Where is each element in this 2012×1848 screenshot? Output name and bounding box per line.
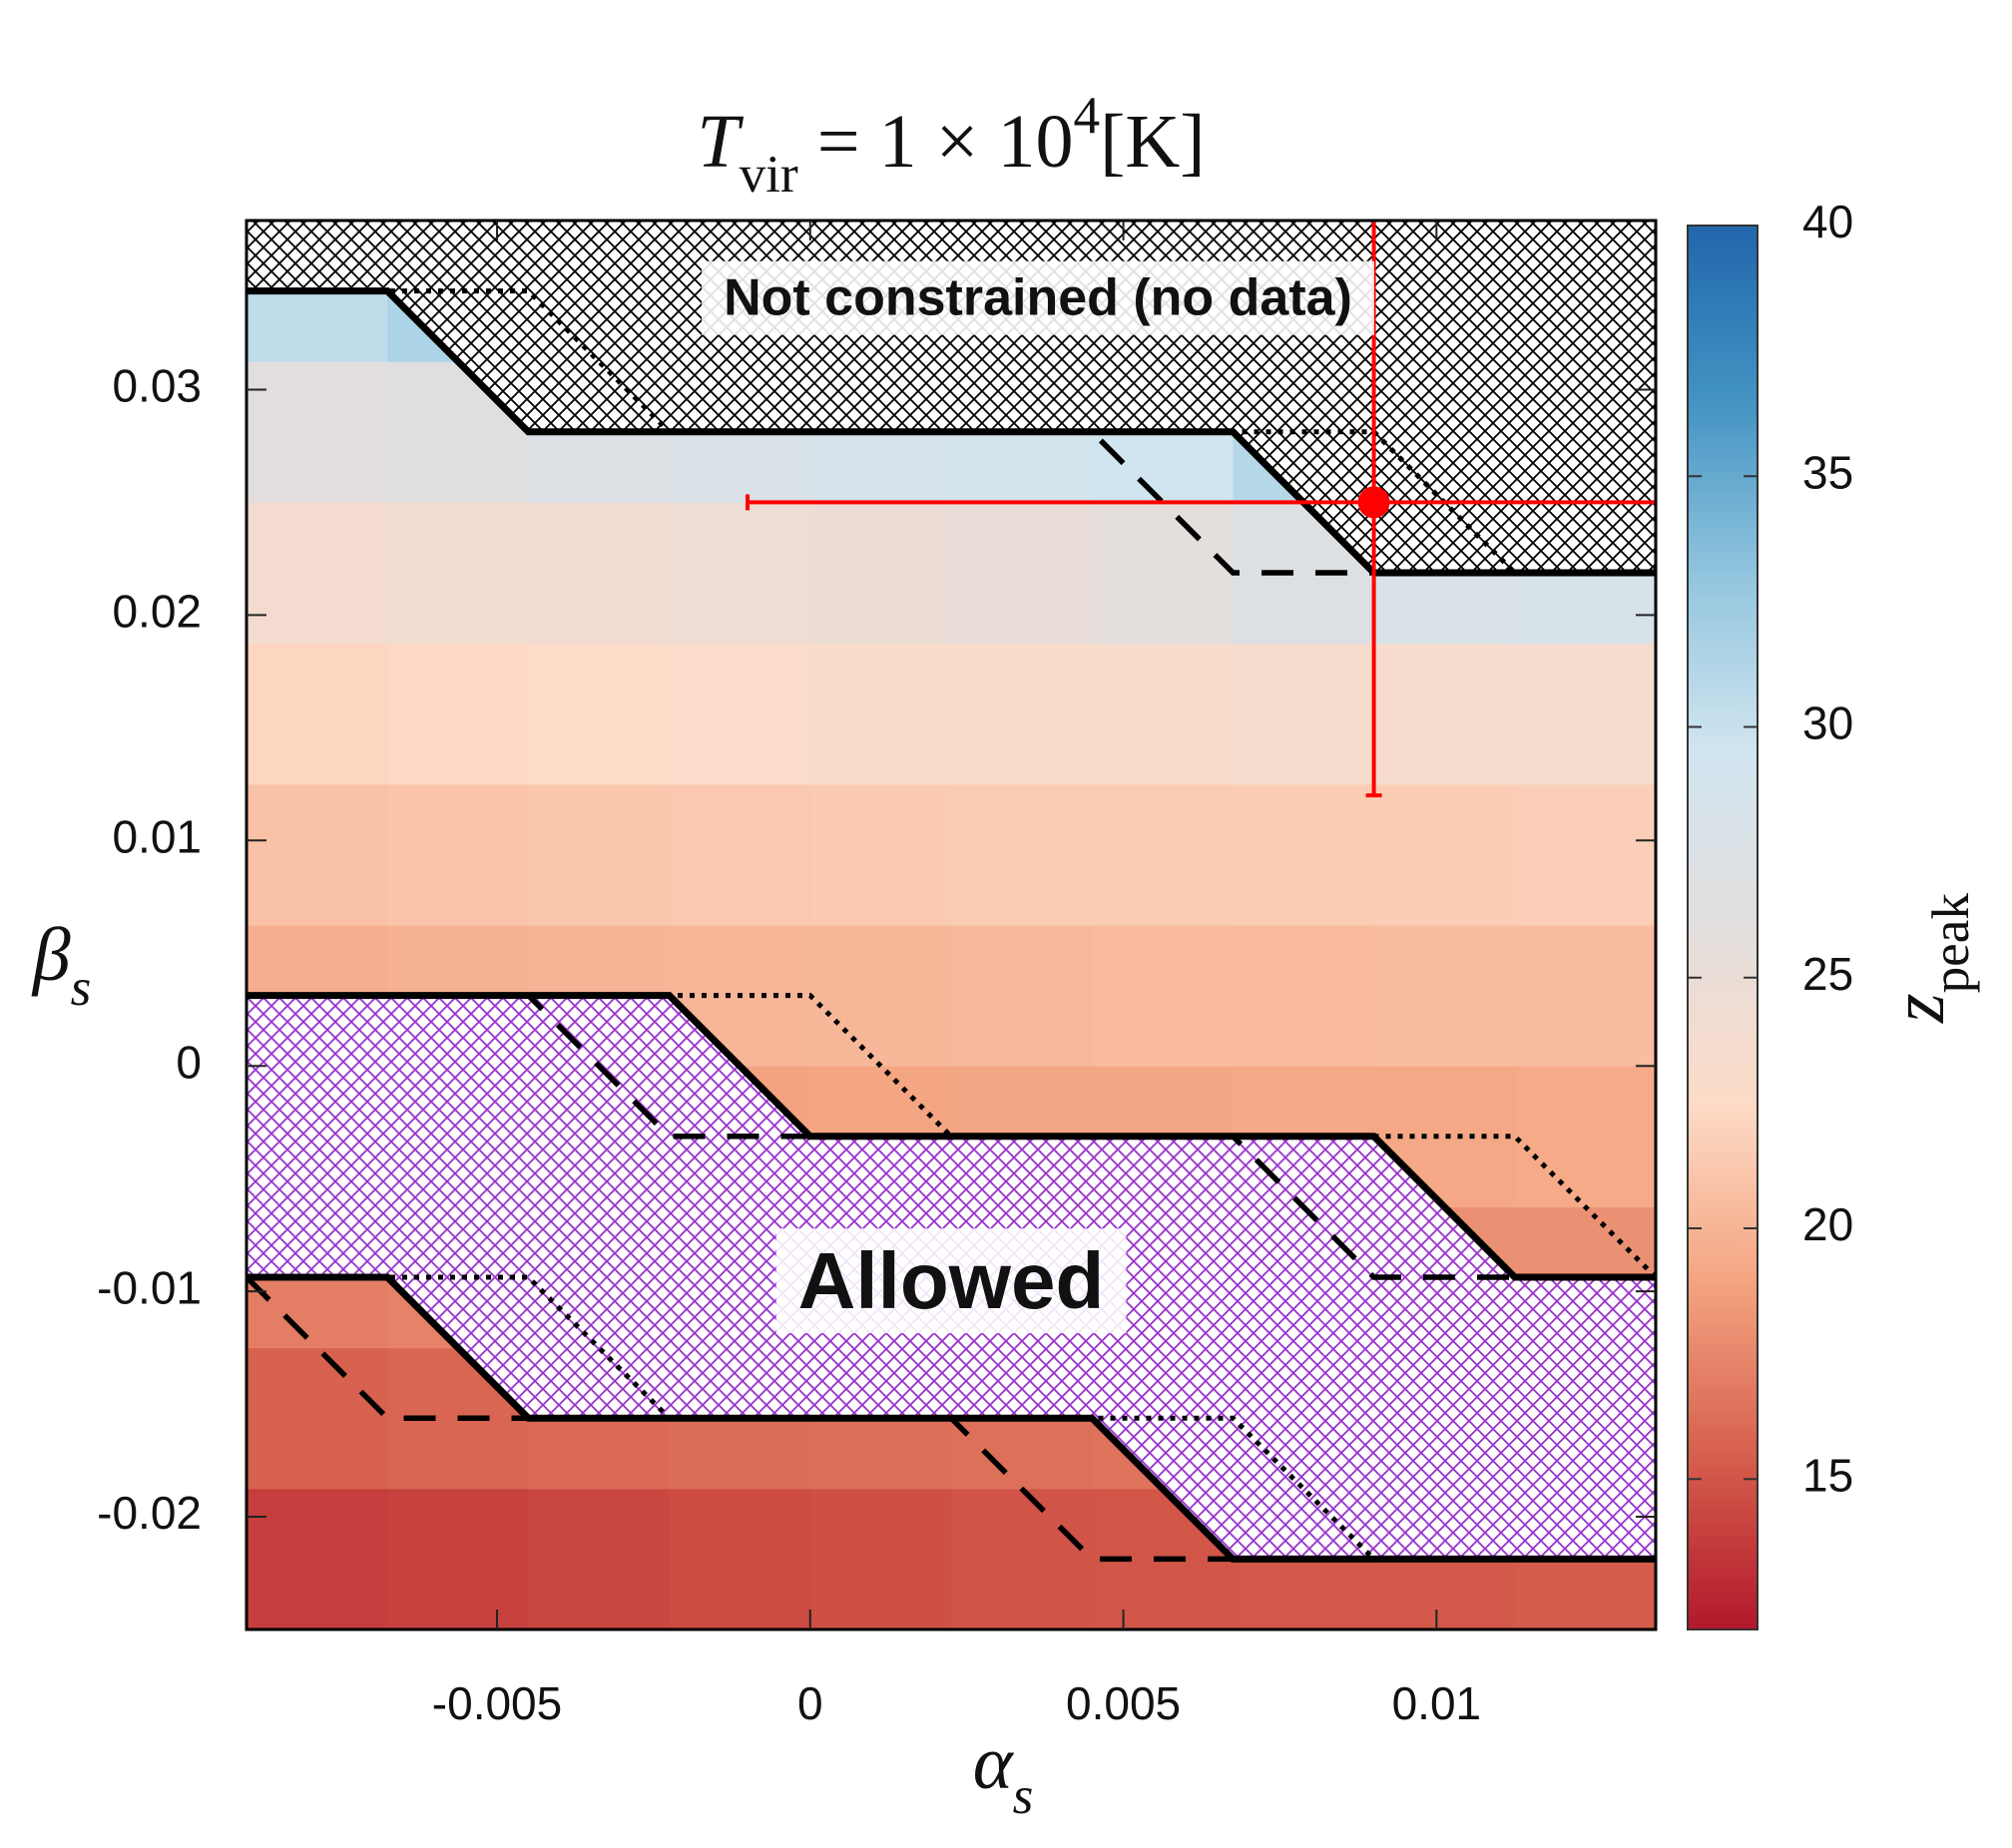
x-tick-label: 0	[797, 1677, 823, 1729]
heatmap-cell	[1514, 1066, 1656, 1207]
heatmap-cell	[1514, 783, 1656, 926]
heatmap-cell	[809, 502, 952, 645]
y-tick-label: 0.01	[112, 810, 202, 862]
annotation-box	[775, 1228, 1127, 1334]
label-part: β	[31, 913, 71, 997]
heatmap-cell	[951, 502, 1093, 645]
heatmap-cell	[809, 643, 952, 785]
x-tick-label: 0.005	[1066, 1677, 1181, 1729]
colorbar-tick-label: 35	[1802, 446, 1853, 498]
heatmap-cell	[951, 925, 1093, 1067]
heatmap-cell	[1092, 502, 1234, 645]
heatmap-cell	[1373, 783, 1516, 926]
heatmap-cell	[669, 783, 811, 926]
y-tick-label: 0	[176, 1036, 202, 1088]
heatmap-cell	[387, 502, 529, 645]
label-part: s	[71, 958, 92, 1017]
annotation-text: Not constrained (no data)	[724, 269, 1352, 327]
heatmap-cell	[528, 783, 671, 926]
heatmap-cell	[1373, 925, 1516, 1067]
heatmap-cell	[528, 502, 671, 645]
heatmap-cell	[669, 643, 811, 785]
heatmap-cell	[1092, 783, 1234, 926]
heatmap-cell	[247, 783, 388, 926]
colorbar-label: zpeak	[1876, 893, 1979, 1024]
x-tick-label: -0.005	[432, 1677, 562, 1729]
annotation: Not constrained (no data)	[702, 260, 1374, 335]
label-part: [K]	[1100, 100, 1206, 184]
colorbar-tick-label: 20	[1802, 1198, 1853, 1250]
heatmap-cell	[528, 1488, 671, 1629]
heatmap-cell	[809, 783, 952, 926]
colorbar-tick-label: 30	[1802, 697, 1853, 749]
boundary-line	[247, 287, 1656, 577]
label-part: α	[973, 1721, 1015, 1805]
boundary-line	[247, 1273, 1656, 1563]
heatmap-cell	[1514, 643, 1656, 785]
colorbar-tick-label: 40	[1802, 196, 1853, 247]
y-tick-label: 0.02	[112, 586, 202, 638]
heatmap-cell	[247, 361, 388, 503]
label-part: = 1 × 10	[798, 100, 1074, 184]
heatmap-cell	[809, 925, 952, 1067]
colorbar-tick-label: 25	[1802, 948, 1853, 1000]
annotation-box	[702, 260, 1374, 335]
heatmap-cell	[528, 643, 671, 785]
annotation: Allowed	[775, 1228, 1127, 1334]
heatmap-cell	[247, 502, 388, 645]
chart-title: Tvir = 1 × 104[K]	[697, 86, 1205, 204]
label-part: vir	[740, 145, 798, 204]
y-tick-label: -0.01	[97, 1261, 202, 1313]
heatmap-cell	[387, 783, 529, 926]
heatmap-cell	[247, 1488, 388, 1629]
heatmap-cell	[951, 643, 1093, 785]
heatmap-cell	[1233, 783, 1375, 926]
plot-area	[247, 221, 1656, 1629]
y-axis-label: βs	[31, 913, 92, 1016]
heatmap-cell	[809, 1488, 952, 1629]
heatmap-cell	[951, 783, 1093, 926]
label-part: z	[1876, 993, 1960, 1024]
colorbar-tick-label: 15	[1802, 1449, 1853, 1501]
heatmap-cell	[387, 643, 529, 785]
heatmap-cell	[1373, 643, 1516, 785]
label-part: T	[697, 100, 744, 184]
annotation-text: Allowed	[798, 1236, 1105, 1325]
heatmap-cell	[387, 1488, 529, 1629]
heatmap-cell	[1233, 925, 1375, 1067]
heatmap-cell	[1233, 643, 1375, 785]
label-part: s	[1013, 1766, 1034, 1825]
overlay: Not constrained (no data) Allowed -0.005 0 0…	[97, 196, 1853, 1729]
colorbar	[1687, 225, 1759, 1630]
x-tick-label: 0.01	[1392, 1677, 1482, 1729]
x-axis-label: αs	[973, 1721, 1034, 1824]
label-part: 4	[1074, 86, 1101, 145]
boundary-line	[247, 992, 1656, 1281]
heatmap-cell	[951, 1488, 1093, 1629]
heatmap-cell	[247, 643, 388, 785]
y-tick-label: 0.03	[112, 360, 202, 412]
heatmap-cell	[1092, 643, 1234, 785]
heatmap-cell	[1514, 925, 1656, 1067]
heatmap-cell	[1092, 925, 1234, 1067]
heatmap-cell	[669, 502, 811, 645]
heatmap-cell	[669, 1488, 811, 1629]
data-point	[1357, 486, 1390, 519]
label-part: peak	[1921, 893, 1980, 994]
y-tick-label: -0.02	[97, 1487, 202, 1539]
heatmap-cell	[247, 1347, 388, 1490]
plot-frame	[245, 219, 1658, 1631]
